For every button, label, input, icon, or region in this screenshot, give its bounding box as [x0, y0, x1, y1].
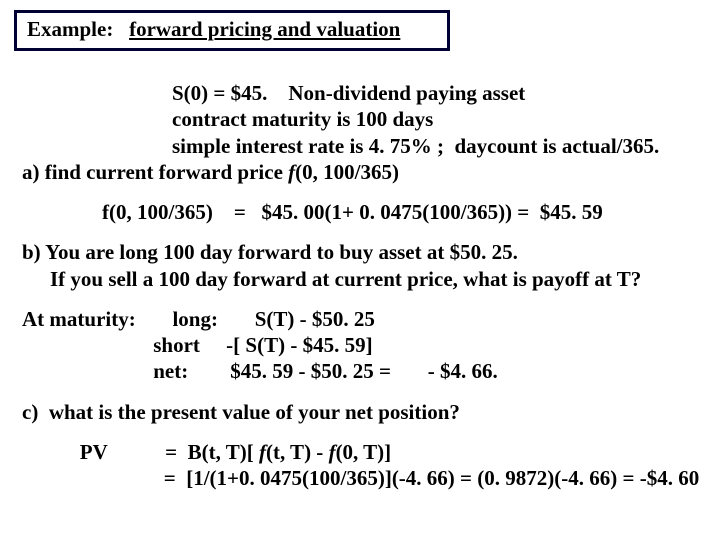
title-label: Example: [27, 17, 113, 41]
title-box: Example: forward pricing and valuation [14, 10, 450, 51]
part-b-line-1: b) You are long 100 day forward to buy a… [22, 239, 698, 265]
given-line-2: contract maturity is 100 days [22, 106, 698, 132]
part-a-prompt: a) find current forward price f(0, 100/3… [22, 159, 698, 185]
title-text: forward pricing and valuation [129, 17, 400, 41]
maturity-row-long: At maturity: long: S(T) - $50. 25 [22, 306, 698, 332]
maturity-row-net: net: $45. 59 - $50. 25 = - $4. 66. [22, 358, 698, 384]
part-c-prompt: c) what is the present value of your net… [22, 399, 698, 425]
maturity-row-short: short -[ S(T) - $45. 59] [22, 332, 698, 358]
part-a-calc: f(0, 100/365) = $45. 00(1+ 0. 0475(100/3… [22, 199, 698, 225]
pv-line-2: = [1/(1+0. 0475(100/365)](-4. 66) = (0. … [22, 465, 698, 491]
pv-line-1: PV = B(t, T)[ f(t, T) - f(0, T)] [22, 439, 698, 465]
part-b-line-2: If you sell a 100 day forward at current… [22, 266, 698, 292]
given-line-1: S(0) = $45. Non-dividend paying asset [22, 80, 698, 106]
given-line-3: simple interest rate is 4. 75% ; daycoun… [22, 133, 698, 159]
slide-content: S(0) = $45. Non-dividend paying asset co… [22, 80, 698, 491]
